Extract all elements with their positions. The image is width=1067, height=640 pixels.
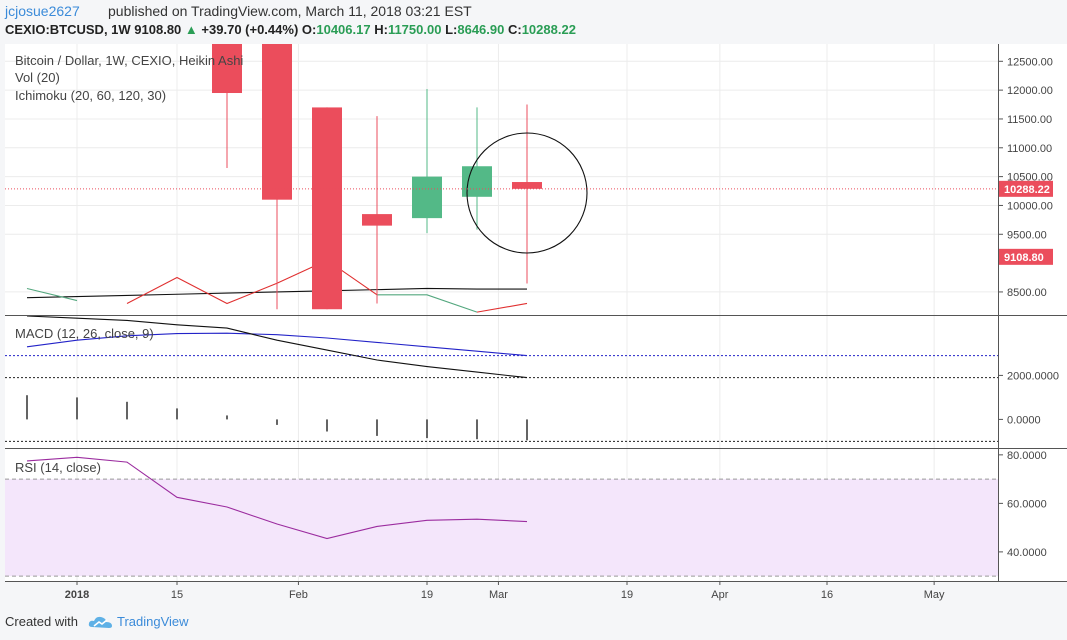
time-tick-label: Feb <box>289 589 308 601</box>
macd-tick-label: 2000.0000 <box>1007 370 1059 382</box>
symbol-header: CEXIO:BTCUSD, 1W 9108.80 ▲ +39.70 (+0.44… <box>5 22 576 37</box>
vol-legend: Vol (20) <box>15 70 60 85</box>
tradingview-cloud-icon <box>88 616 112 628</box>
rsi-line <box>26 456 528 540</box>
candle-body <box>412 176 442 219</box>
price-tick-label: 12500.00 <box>1007 56 1053 68</box>
price-tick-label: 9500.00 <box>1007 229 1047 241</box>
ichimoku-lagging-line <box>26 287 478 313</box>
macd-tick-label: 0.0000 <box>1007 414 1041 426</box>
price-tick-label: 10000.00 <box>1007 200 1053 212</box>
rsi-legend: RSI (14, close) <box>15 460 101 475</box>
author-link[interactable]: jcjosue2627 <box>5 3 80 19</box>
candle-body <box>362 214 392 226</box>
candle-body <box>512 182 542 189</box>
candle-body <box>212 44 242 94</box>
rsi-tick-label: 40.0000 <box>1007 547 1047 559</box>
macd-signal-line <box>26 332 528 357</box>
rsi-tick-label: 60.0000 <box>1007 498 1047 510</box>
candle-body <box>312 107 342 310</box>
price-plot <box>26 44 588 313</box>
candle-body <box>262 44 292 200</box>
ichimoku-legend: Ichimoku (20, 60, 120, 30) <box>15 88 167 103</box>
price-tag-label: 10288.22 <box>1004 184 1050 196</box>
low-value: 8646.90 <box>457 22 505 37</box>
time-tick-label: Mar <box>489 589 508 601</box>
macd-legend: MACD (12, 26, close, 9) <box>15 326 154 341</box>
close-label: C: <box>507 22 522 37</box>
price-tick-label: 10500.00 <box>1007 172 1053 184</box>
time-tick-label: 19 <box>621 589 633 601</box>
time-tick-label: 19 <box>421 589 433 601</box>
high-value: 11750.00 <box>387 22 442 37</box>
macd-line <box>26 316 528 379</box>
price-tag-label: 9108.80 <box>1004 252 1044 264</box>
price-tag <box>999 180 1053 197</box>
up-arrow-icon: ▲ <box>184 22 198 37</box>
time-tick-label: 2018 <box>65 589 89 601</box>
price-change: +39.70 (+0.44%) <box>201 22 299 37</box>
publish-info: published on TradingView.com, March 11, … <box>108 3 472 19</box>
created-with-label: Created with <box>5 614 78 629</box>
high-label: H: <box>374 22 388 37</box>
price-axis-background <box>998 44 1067 581</box>
chart-area[interactable]: 12500.00 12000.00 11500.00 11000.00 10500.00… <box>0 40 1067 610</box>
price-tag <box>999 248 1053 265</box>
close-value: 10288.22 <box>521 22 576 37</box>
price-tick-label: 8500.00 <box>1007 287 1047 299</box>
price-tick-label: 11000.00 <box>1007 143 1052 155</box>
low-label: L: <box>445 22 458 37</box>
time-tick-label: Apr <box>711 589 728 601</box>
rsi-tick-label: 80.0000 <box>1007 450 1047 462</box>
open-label: O: <box>301 22 317 37</box>
rsi-band <box>5 479 998 577</box>
footer: Created with TradingView <box>5 614 189 629</box>
annotation-circle <box>466 132 588 254</box>
macd-plot <box>5 316 998 442</box>
last-price: 9108.80 <box>134 22 182 37</box>
time-tick-label: 15 <box>171 589 183 601</box>
main-legend: Bitcoin / Dollar, 1W, CEXIO, Heikin Ashi <box>15 53 244 68</box>
time-tick-label: May <box>924 589 945 601</box>
symbol-name: CEXIO:BTCUSD, 1W <box>5 22 131 37</box>
tradingview-link[interactable]: TradingView <box>117 614 189 629</box>
rsi-plot <box>5 456 998 577</box>
publish-header: jcjosue2627 published on TradingView.com… <box>0 0 1067 22</box>
open-value: 10406.17 <box>316 22 371 37</box>
price-tick-label: 11500.00 <box>1007 114 1052 126</box>
time-tick-label: 16 <box>821 589 833 601</box>
price-tick-label: 12000.00 <box>1007 85 1053 97</box>
